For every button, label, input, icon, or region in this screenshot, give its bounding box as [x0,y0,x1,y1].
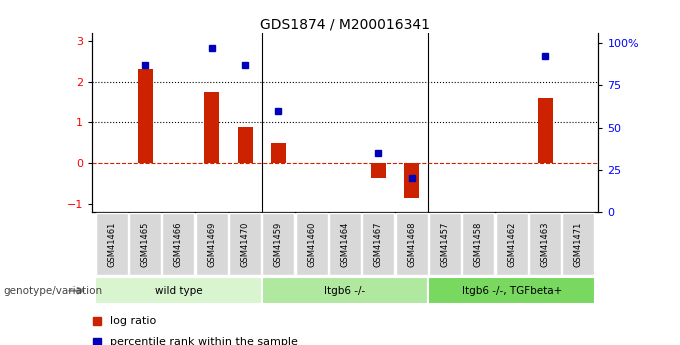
Text: genotype/variation: genotype/variation [3,286,103,296]
Bar [229,214,261,275]
Bar [462,214,494,275]
Bar [95,277,262,304]
Bar [96,214,128,275]
Text: GSM41466: GSM41466 [174,221,183,267]
Bar [262,214,294,275]
Bar [371,163,386,178]
Bar [404,163,420,198]
Text: GSM41469: GSM41469 [207,221,216,267]
Text: GSM41457: GSM41457 [441,221,449,267]
Text: wild type: wild type [154,286,202,296]
Text: percentile rank within the sample: percentile rank within the sample [109,337,297,345]
Title: GDS1874 / M200016341: GDS1874 / M200016341 [260,18,430,32]
Text: GSM41460: GSM41460 [307,221,316,267]
Bar [529,214,561,275]
Bar [163,214,194,275]
Bar [362,214,394,275]
Bar [262,277,428,304]
Text: GSM41468: GSM41468 [407,221,416,267]
Text: GSM41471: GSM41471 [574,221,583,267]
Text: GSM41470: GSM41470 [241,221,250,267]
Bar [538,98,553,163]
Bar [237,127,252,163]
Bar [329,214,361,275]
Bar [429,214,461,275]
Text: GSM41467: GSM41467 [374,221,383,267]
Bar [204,92,219,163]
Bar [562,214,594,275]
Text: GSM41459: GSM41459 [274,221,283,267]
Text: GSM41462: GSM41462 [507,221,516,267]
Text: log ratio: log ratio [109,316,156,326]
Bar [129,214,161,275]
Bar [196,214,228,275]
Bar [428,277,595,304]
Bar [496,214,528,275]
Text: GSM41465: GSM41465 [141,221,150,267]
Bar [137,69,152,163]
Text: GSM41458: GSM41458 [474,221,483,267]
Bar [296,214,328,275]
Text: GSM41461: GSM41461 [107,221,116,267]
Bar [396,214,428,275]
Text: GSM41464: GSM41464 [341,221,350,267]
Text: GSM41463: GSM41463 [541,221,549,267]
Bar [271,143,286,163]
Text: ltgb6 -/-: ltgb6 -/- [324,286,366,296]
Text: ltgb6 -/-, TGFbeta+: ltgb6 -/-, TGFbeta+ [462,286,562,296]
